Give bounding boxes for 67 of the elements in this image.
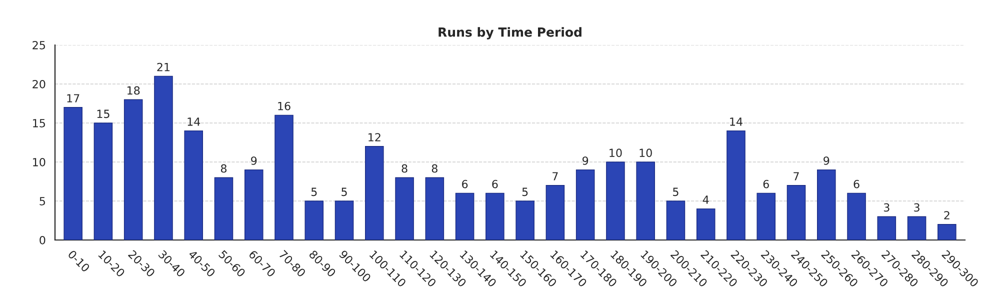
bar: [425, 177, 444, 240]
y-tick-label: 20: [32, 80, 46, 88]
bar: [786, 185, 806, 240]
data-label: 10: [640, 148, 652, 158]
bar: [486, 192, 504, 240]
data-label: 7: [794, 172, 799, 180]
bar: [606, 162, 625, 240]
bar: [455, 192, 474, 240]
bar: [184, 130, 203, 240]
data-label: 16: [278, 102, 290, 110]
bar: [756, 192, 776, 240]
data-label: 8: [432, 164, 438, 173]
bar: [907, 216, 926, 240]
bar: [938, 224, 956, 240]
bar: [64, 107, 82, 240]
bar: [395, 177, 414, 240]
bar: [817, 169, 836, 240]
bar: [244, 169, 264, 240]
bar: [124, 99, 143, 240]
bar: [154, 76, 173, 240]
y-tick-label: 15: [33, 119, 45, 128]
bar: [666, 200, 686, 240]
data-label: 9: [582, 156, 588, 165]
bar: [877, 216, 896, 240]
chart-title: Runs by Time Period: [438, 27, 582, 40]
bar: [516, 200, 534, 240]
y-tick-label: 0: [40, 236, 46, 244]
data-label: 3: [914, 203, 920, 212]
bar: [94, 122, 113, 240]
bar: [636, 162, 655, 240]
bar: [365, 146, 384, 240]
data-label: 10: [610, 148, 622, 158]
bar: [847, 192, 866, 240]
data-label: 2: [944, 211, 950, 220]
data-label: 5: [342, 188, 347, 196]
data-label: 8: [402, 164, 408, 173]
data-label: 15: [97, 110, 110, 118]
data-label: 14: [188, 118, 200, 126]
bar: [546, 185, 565, 240]
data-label: 5: [311, 188, 317, 196]
data-label: 3: [884, 203, 890, 212]
data-label: 5: [673, 188, 678, 196]
data-label: 9: [251, 156, 257, 165]
y-tick-label: 25: [32, 40, 45, 50]
bar: [304, 200, 324, 240]
data-label: 21: [157, 62, 170, 72]
data-label: 8: [220, 164, 227, 173]
bar: [274, 114, 294, 240]
y-tick-label: 5: [40, 197, 45, 206]
data-label: 6: [492, 180, 498, 188]
bar: [214, 177, 234, 240]
data-label: 4: [702, 196, 709, 204]
bar: [696, 208, 716, 240]
data-label: 6: [854, 180, 860, 188]
bar: [576, 169, 595, 240]
data-label: 6: [763, 180, 769, 188]
bar: [334, 200, 354, 240]
data-label: 5: [522, 188, 528, 196]
data-label: 9: [824, 156, 830, 165]
data-label: 6: [462, 180, 468, 188]
data-label: 14: [730, 118, 742, 126]
data-label: 7: [552, 172, 558, 180]
data-label: 18: [127, 86, 140, 95]
bar: [726, 130, 746, 240]
y-tick-label: 10: [33, 158, 46, 166]
data-label: 12: [368, 133, 380, 142]
data-label: 17: [67, 94, 80, 102]
